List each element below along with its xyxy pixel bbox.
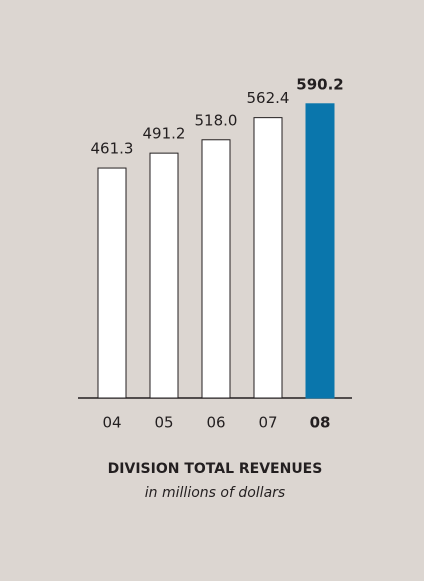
bar (305, 103, 335, 399)
x-tick-label: 06 (206, 414, 225, 432)
value-label: 562.4 (247, 89, 290, 107)
value-label: 518.0 (195, 111, 238, 129)
x-tick-label: 08 (310, 414, 331, 432)
bar (97, 167, 127, 399)
value-label: 461.3 (91, 140, 134, 158)
value-label: 590.2 (296, 75, 343, 93)
x-tick-label: 04 (102, 414, 121, 432)
value-label: 491.2 (143, 125, 186, 143)
chart-subtitle: in millions of dollars (145, 485, 285, 501)
x-tick-label: 05 (154, 414, 173, 432)
chart-title: DIVISION TOTAL REVENUES (108, 461, 323, 477)
x-tick-label: 07 (258, 414, 277, 432)
bar (253, 117, 283, 399)
bar (201, 139, 231, 399)
bar (149, 152, 179, 399)
